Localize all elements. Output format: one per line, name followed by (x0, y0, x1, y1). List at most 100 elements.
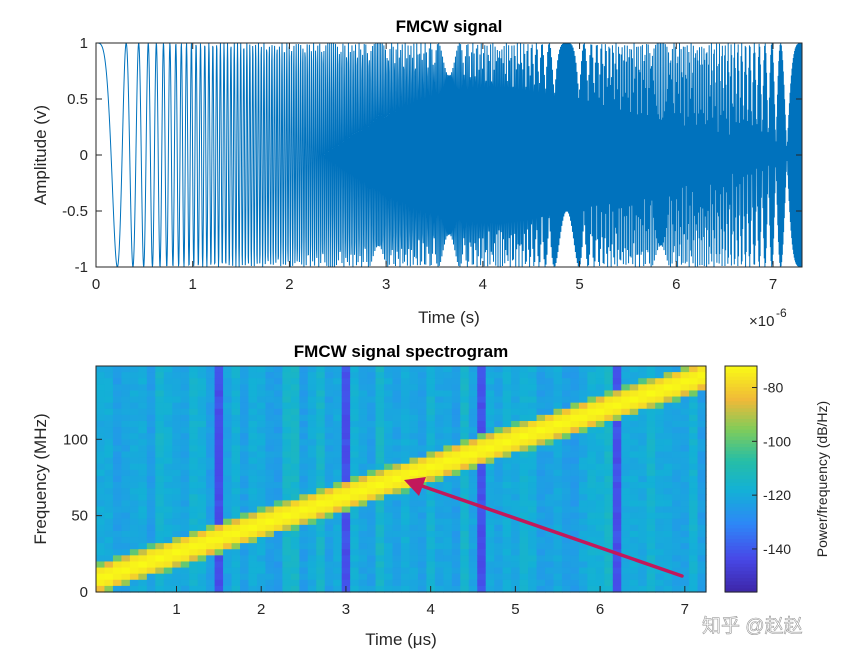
spectrogram-cell (477, 482, 487, 489)
spectrogram-cell (468, 537, 478, 544)
spectrogram-cell (265, 579, 275, 587)
spectrogram-cell (629, 420, 639, 428)
spectrogram-cell (231, 506, 241, 514)
spectrogram-cell (273, 482, 283, 489)
spectrogram-cell (163, 524, 173, 532)
spectrogram-cell (545, 390, 555, 398)
spectrogram-cell (460, 439, 470, 447)
spectrogram-cell (401, 439, 411, 447)
spectrogram-cell (129, 390, 139, 398)
spectrogram-cell (570, 488, 580, 495)
spectrogram-cell (96, 555, 106, 563)
spectrogram-cell (324, 494, 334, 501)
spectrogram-cell (358, 384, 368, 392)
spectrogram-cell (350, 433, 360, 440)
spectrogram-cell (409, 427, 419, 434)
spectrogram-cell (680, 439, 690, 447)
spectrogram-cell (112, 524, 123, 532)
spectrogram-cell (214, 451, 224, 459)
spectrogram-cell (206, 549, 216, 556)
spectrogram-cell (231, 494, 241, 501)
signal-y-tick-label: -0.5 (62, 203, 88, 220)
colorbar-cell (725, 507, 757, 512)
spectrogram-cell (375, 561, 385, 569)
spectrogram-cell (417, 573, 428, 581)
spectrogram-cell (155, 543, 165, 550)
spectrogram-cell (189, 573, 199, 581)
spectrogram-cell (417, 530, 428, 538)
spectrogram-cell (256, 390, 267, 398)
spectrogram-cell (519, 543, 529, 550)
spectrogram-cell (104, 506, 114, 514)
spectrogram-cell (189, 451, 199, 459)
spectrogram-cell (655, 451, 665, 459)
spectrogram-cell (409, 494, 419, 501)
spectrogram-cell (375, 414, 385, 422)
spectrogram-cell (519, 463, 529, 471)
spectrogram-cell (672, 500, 682, 508)
spectrogram-cell (104, 573, 114, 581)
spectrogram-cell (646, 530, 656, 538)
spectrogram-cell (621, 414, 631, 422)
spectrogram-cell (511, 366, 521, 373)
spectrogram-cell (214, 518, 224, 526)
spectrogram-cell (290, 384, 300, 392)
spectrogram-cell (485, 555, 495, 563)
spectrogram-cell (392, 414, 402, 422)
spectrogram-cell (612, 518, 622, 526)
spectrogram-cell (536, 414, 546, 422)
spectrogram-cell (112, 402, 123, 410)
spectrogram-cell (545, 433, 555, 440)
spectrogram-cell (621, 433, 631, 440)
spectrogram-cell (434, 457, 444, 465)
spectrogram-cell (375, 537, 385, 544)
spectrogram-cell (434, 579, 444, 587)
spectrogram-cell (511, 420, 521, 428)
spectrogram-cell (511, 433, 521, 440)
spectrogram-cell (612, 445, 622, 453)
signal-x-tick-label: 1 (189, 276, 197, 293)
spectrogram-cell (528, 530, 538, 538)
spectrogram-cell (223, 524, 233, 532)
spectrogram-cell (324, 561, 334, 569)
spectrogram-cell (290, 573, 300, 581)
spectrogram-cell (248, 384, 258, 392)
spectrogram-cell (163, 372, 173, 379)
spectrogram-cell (689, 408, 699, 416)
spectrogram-cell (214, 585, 224, 593)
spectrogram-cell (494, 469, 504, 477)
spectrogram-cell (638, 445, 648, 453)
spectrogram-cell (451, 408, 461, 416)
spectrogram-cell (112, 427, 123, 434)
spectrogram-cell (655, 530, 665, 538)
spectrogram-cell (392, 372, 402, 379)
spectrogram-cell (417, 457, 428, 465)
spectrogram-cell (282, 500, 292, 508)
spectrogram-cell (350, 366, 360, 373)
spectrogram-cell (392, 378, 402, 385)
spectrogram-cell (392, 384, 402, 392)
spectrogram-cell (180, 396, 190, 404)
spectrogram-cell (206, 396, 216, 404)
spectrogram-cell (350, 555, 360, 563)
spectrogram-cell (248, 530, 258, 538)
spectrogram-cell (341, 414, 351, 422)
spectrogram-cell (324, 378, 334, 385)
spectrogram-cell (595, 537, 605, 544)
spectrogram-cell (595, 384, 605, 392)
spectrogram-cell (273, 439, 283, 447)
spectrogram-cell (401, 524, 411, 532)
colorbar-cell (725, 387, 757, 392)
spectrogram-cell (621, 567, 631, 575)
spectrogram-cell (401, 463, 411, 471)
spectrogram-cell (206, 439, 216, 447)
colorbar-cell (725, 366, 757, 371)
spectrogram-cell (341, 512, 351, 520)
spectrogram-cell (536, 579, 546, 587)
signal-x-exponent: -6 (776, 306, 787, 320)
spectrogram-cell (638, 408, 648, 416)
spectrogram-cell (299, 530, 309, 538)
spectrogram-cell (621, 457, 631, 465)
spectrogram-cell (231, 414, 241, 422)
spectrogram-cell (434, 512, 444, 520)
